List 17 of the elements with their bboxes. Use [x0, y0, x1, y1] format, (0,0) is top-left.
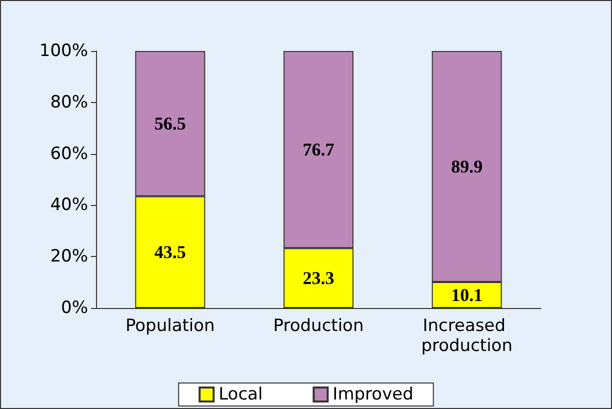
x-tick-label: Population: [126, 316, 215, 336]
data-label: 89.9: [451, 156, 483, 177]
y-tick-label: 60%: [50, 144, 88, 164]
y-tick-label: 20%: [50, 246, 88, 267]
x-tick-label: Production: [273, 316, 364, 336]
x-tick-label: Increased production: [421, 316, 512, 356]
y-tick-label: 0%: [61, 298, 88, 318]
data-label: 10.1: [451, 285, 483, 306]
legend-label: Improved: [332, 384, 414, 404]
data-label: 23.3: [302, 268, 334, 288]
data-label: 56.5: [154, 114, 186, 134]
data-label: 76.7: [302, 140, 334, 160]
y-tick-label: 80%: [50, 92, 88, 112]
y-tick-label: 40%: [50, 195, 88, 216]
y-tick-label: 100%: [39, 41, 88, 61]
legend-label: Local: [218, 384, 263, 404]
data-label: 43.5: [154, 242, 186, 262]
